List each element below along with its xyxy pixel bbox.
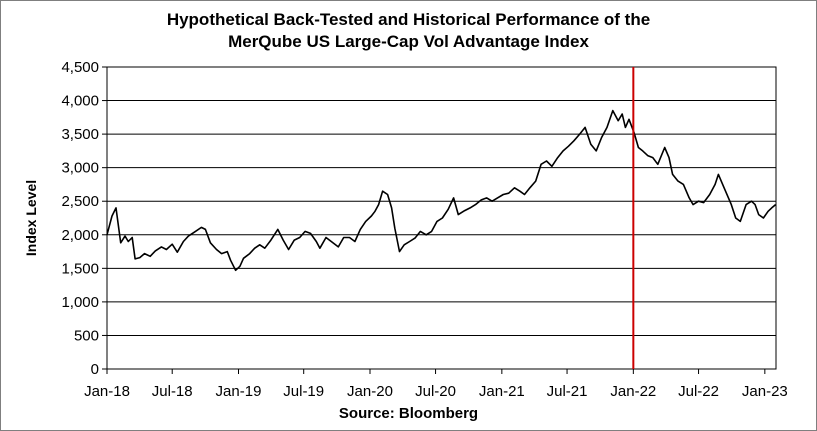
y-tick-label: 0 — [91, 361, 99, 378]
x-tick-label: Jan-18 — [84, 383, 130, 400]
y-tick-label: 4,500 — [61, 59, 99, 76]
y-tick-label: 500 — [74, 327, 99, 344]
x-tick-label: Jan-22 — [610, 383, 656, 400]
y-axis-label: Index Level — [23, 180, 39, 256]
x-axis-label: Source: Bloomberg — [338, 405, 479, 422]
x-tick-label: Jan-21 — [479, 383, 525, 400]
chart-title-line-2: MerQube US Large-Cap Vol Advantage Index — [228, 32, 589, 51]
y-tick-label: 2,500 — [61, 193, 99, 210]
series-line — [106, 109, 777, 272]
x-tick-label: Jul-20 — [415, 383, 456, 400]
series-layer — [106, 67, 777, 369]
x-tick-label: Jul-22 — [678, 383, 719, 400]
y-tick-label: 1,000 — [61, 294, 99, 311]
y-tick-label: 1,500 — [61, 260, 99, 277]
x-tick-label: Jul-18 — [152, 383, 193, 400]
x-tick-label: Jul-21 — [547, 383, 588, 400]
x-tick-label: Jan-23 — [742, 383, 788, 400]
x-tick-label: Jan-19 — [216, 383, 262, 400]
y-tick-label: 4,000 — [61, 93, 99, 110]
y-axis-ticks: 0 500 1,000 1,500 2,000 2,500 3,000 3,500 4,000 4… — [61, 59, 107, 378]
x-tick-label: Jan-20 — [347, 383, 393, 400]
x-tick-label: Jul-19 — [283, 383, 324, 400]
y-tick-label: 3,500 — [61, 126, 99, 143]
plot-area — [106, 66, 777, 370]
x-axis-ticks: Jan-18 Jul-18 Jan-19 Jul-19 Jan-20 Jul-20 Jan-… — [84, 369, 788, 400]
chart-title: Hypothetical Back-Tested and Historical … — [0, 9, 817, 53]
chart-title-line-1: Hypothetical Back-Tested and Historical … — [166, 10, 651, 29]
y-tick-label: 3,000 — [61, 160, 99, 177]
gridlines — [107, 100, 776, 336]
y-tick-label: 2,000 — [61, 227, 99, 244]
